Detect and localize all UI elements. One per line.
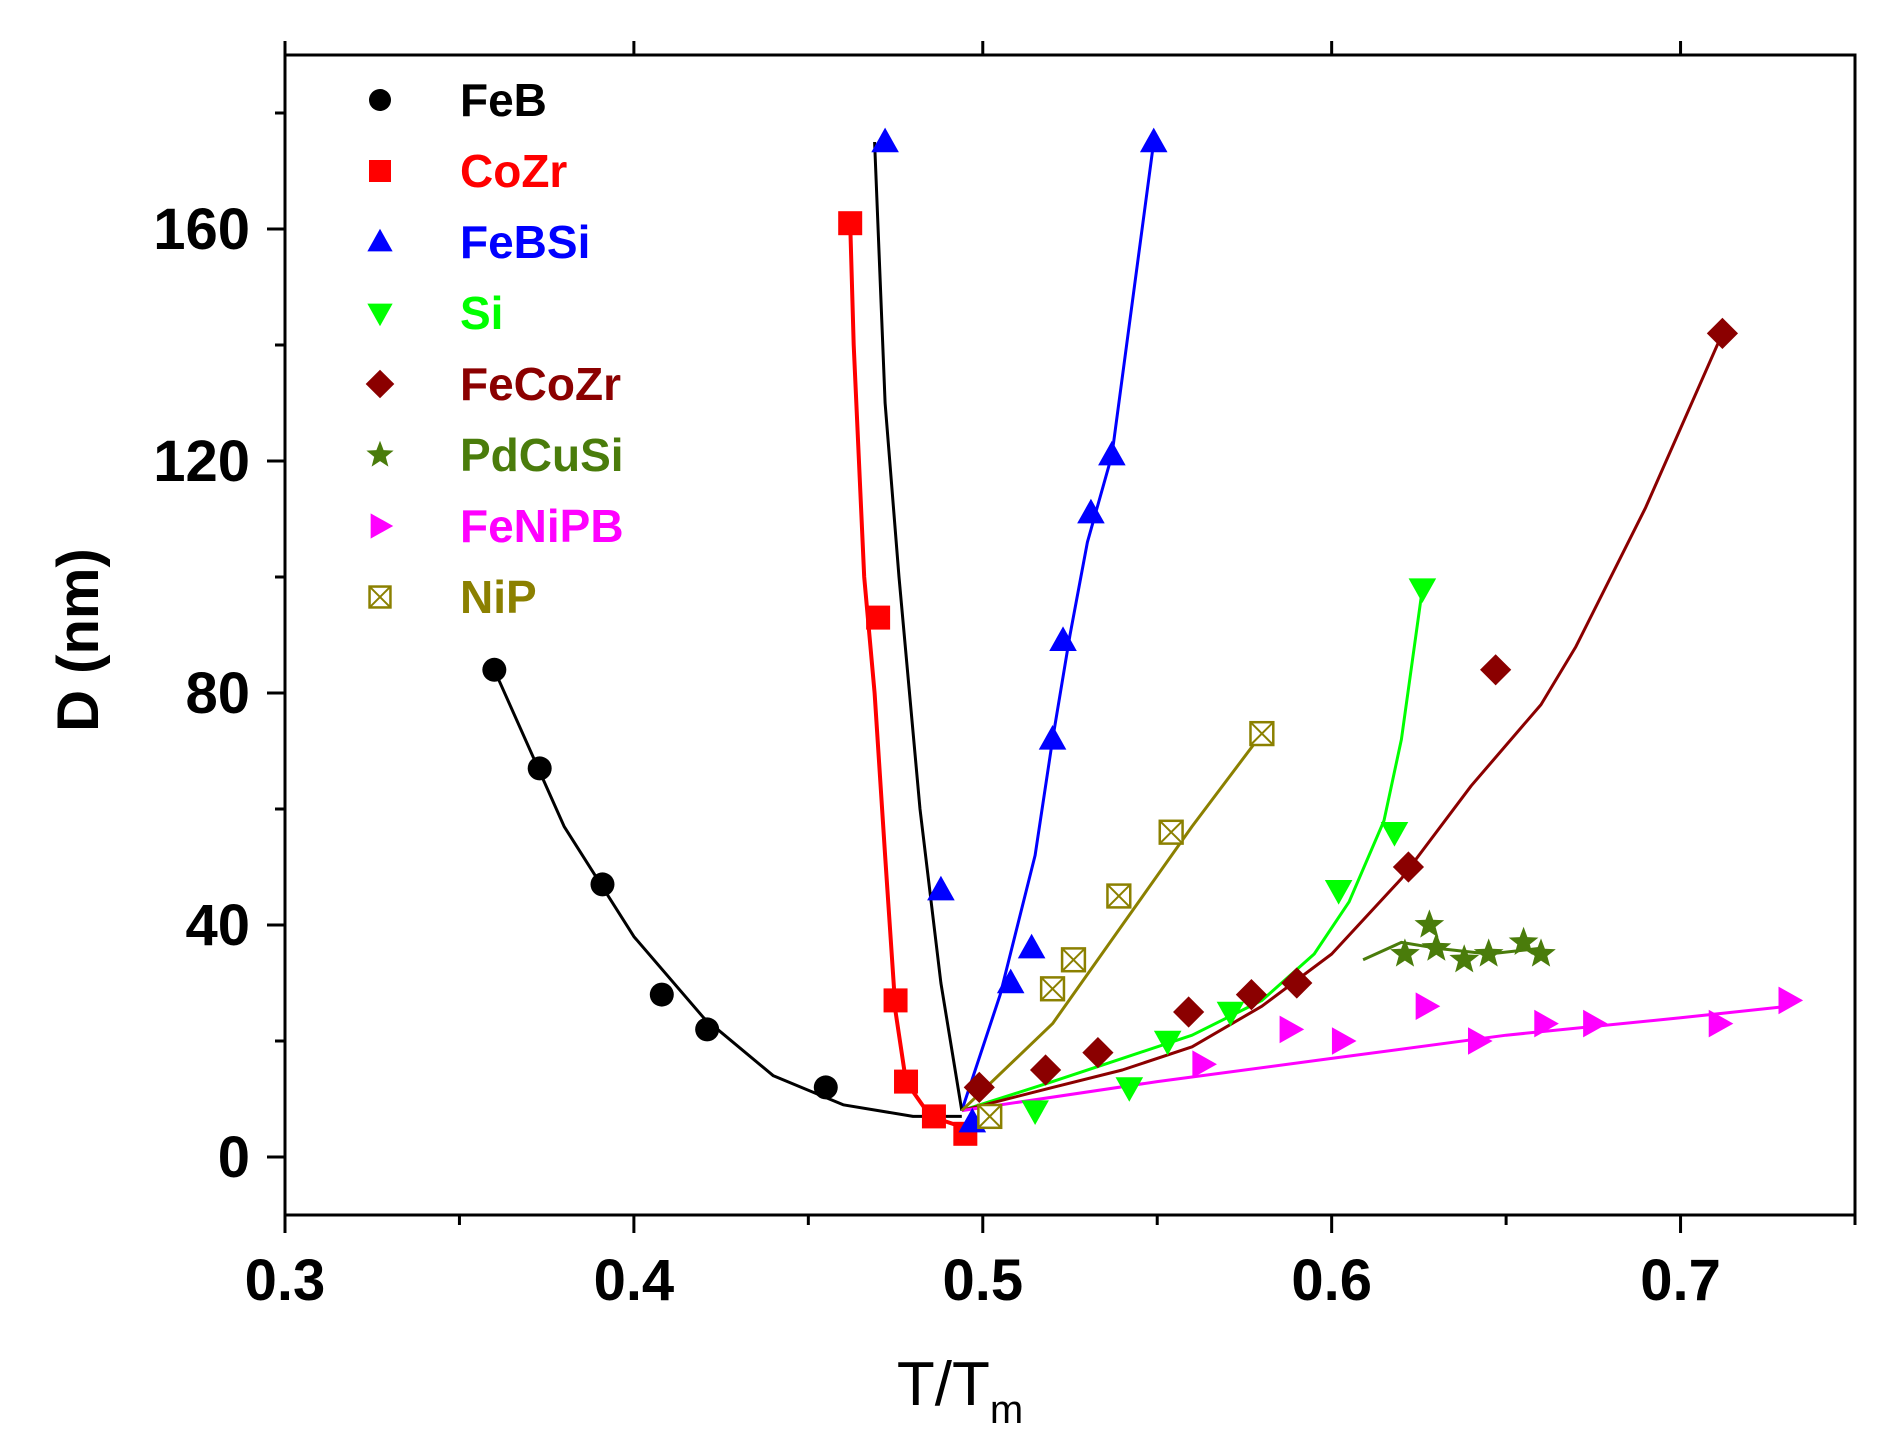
data-point-fecozr: [1706, 317, 1739, 349]
data-point-fecozr: [1235, 979, 1268, 1011]
data-point-febsi: [1038, 725, 1067, 750]
legend-marker-nip: [368, 585, 392, 609]
data-point-febsi: [1077, 498, 1105, 524]
data-point-febsi: [1049, 626, 1077, 651]
data-point-febsi: [1017, 933, 1046, 959]
data-point-feb: [649, 982, 674, 1007]
fit-line-febsi: [960, 141, 1156, 1112]
fit-line-feb: [492, 669, 962, 1118]
data-point-fecozr: [1173, 996, 1205, 1028]
legend-label-pdcusi: PdCuSi: [460, 429, 624, 481]
data-point-feb: [590, 872, 615, 897]
data-point-si: [1408, 578, 1437, 603]
y-tick-label: 120: [153, 429, 250, 494]
x-axis-title: T/Tm: [897, 1350, 1023, 1432]
legend-marker-feb: [369, 89, 391, 111]
data-point-nip: [1249, 720, 1275, 747]
data-point-fecozr: [1029, 1054, 1062, 1086]
legend-label-fenipb: FeNiPB: [460, 500, 624, 552]
fit-line-fecozr: [961, 332, 1724, 1113]
legend-marker-si: [367, 303, 393, 327]
data-point-febsi: [1098, 440, 1126, 466]
data-point-si: [1324, 880, 1353, 905]
x-tick-label: 0.5: [942, 1248, 1023, 1313]
data-point-pdcusi: [1449, 944, 1480, 973]
data-point-fenipb: [1708, 1009, 1734, 1038]
data-point-cozr: [894, 1069, 919, 1094]
data-point-fecozr: [963, 1071, 995, 1103]
legend-marker-fecozr: [365, 369, 395, 399]
data-point-nip: [1039, 976, 1066, 1002]
y-axis-title: D (nm): [46, 548, 111, 732]
data-point-nip: [1106, 883, 1132, 909]
x-tick-label: 0.6: [1291, 1248, 1372, 1313]
data-point-fenipb: [1415, 992, 1441, 1020]
legend-label-feb: FeB: [460, 74, 547, 126]
fit-line-febsi-black-fit-: [873, 141, 964, 1111]
data-point-pdcusi: [1508, 926, 1539, 955]
legend-label-cozr: CoZr: [460, 145, 567, 197]
y-tick-label: 80: [185, 661, 250, 726]
data-point-fenipb: [1534, 1009, 1559, 1038]
legend: FeB CoZr FeBSi Si FeCoZr PdCuSi FeNiPB NiP: [365, 74, 624, 623]
x-tick-label: 0.4: [594, 1248, 675, 1313]
data-point-cozr: [883, 988, 908, 1013]
legend-marker-cozr: [369, 160, 391, 182]
data-point-cozr: [921, 1104, 946, 1129]
data-point-febsi: [996, 968, 1025, 994]
data-point-pdcusi: [1526, 938, 1556, 967]
data-point-febsi: [927, 875, 955, 901]
data-point-feb: [695, 1017, 720, 1042]
data-point-fenipb: [1279, 1015, 1305, 1044]
legend-label-nip: NiP: [460, 571, 537, 623]
x-axis-title-main: T/T: [897, 1350, 990, 1419]
legend-marker-fenipb: [370, 513, 394, 539]
data-point-si: [1021, 1100, 1049, 1125]
data-point-fecozr: [1281, 967, 1313, 999]
legend-marker-febsi: [367, 228, 393, 252]
data-point-feb: [527, 756, 552, 781]
data-point-fenipb: [1331, 1027, 1357, 1055]
y-tick-label: 40: [185, 893, 250, 958]
data-point-cozr: [866, 605, 891, 630]
data-point-fenipb: [1778, 986, 1804, 1015]
data-point-pdcusi: [1390, 938, 1420, 967]
data-point-feb: [813, 1075, 838, 1100]
data-point-nip: [1158, 819, 1184, 845]
data-point-si: [1380, 822, 1409, 847]
data-point-febsi: [871, 127, 899, 153]
data-point-nip: [1060, 947, 1087, 973]
data-point-pdcusi: [1473, 938, 1504, 967]
data-point-fenipb: [1192, 1050, 1217, 1078]
data-point-fecozr: [1392, 851, 1425, 883]
data-point-pdcusi: [1421, 932, 1452, 961]
x-tick-label: 0.3: [245, 1248, 326, 1313]
data-point-cozr: [838, 211, 863, 236]
legend-label-febsi: FeBSi: [460, 216, 590, 268]
data-point-febsi: [1139, 127, 1168, 153]
data-point-fenipb: [1468, 1027, 1493, 1055]
x-tick-label: 0.7: [1640, 1248, 1721, 1313]
data-point-fenipb: [1583, 1009, 1608, 1038]
data-point-si: [1115, 1077, 1144, 1102]
y-tick-label: 0: [218, 1125, 250, 1190]
data-point-feb: [482, 657, 507, 682]
data-point-nip: [977, 1103, 1003, 1130]
legend-label-si: Si: [460, 287, 503, 339]
legend-marker-pdcusi: [366, 440, 394, 467]
data-point-si: [1216, 1001, 1245, 1027]
data-point-fecozr: [1082, 1037, 1114, 1069]
legend-label-fecozr: FeCoZr: [460, 358, 621, 410]
data-point-fecozr: [1480, 654, 1512, 686]
plot-frame: [283, 53, 1857, 1217]
data-point-pdcusi: [1414, 909, 1445, 938]
y-tick-label: 160: [153, 197, 250, 262]
data-point-si: [1153, 1030, 1182, 1056]
x-axis-title-subscript: m: [990, 1388, 1023, 1432]
fit-line-nip: [960, 732, 1264, 1112]
